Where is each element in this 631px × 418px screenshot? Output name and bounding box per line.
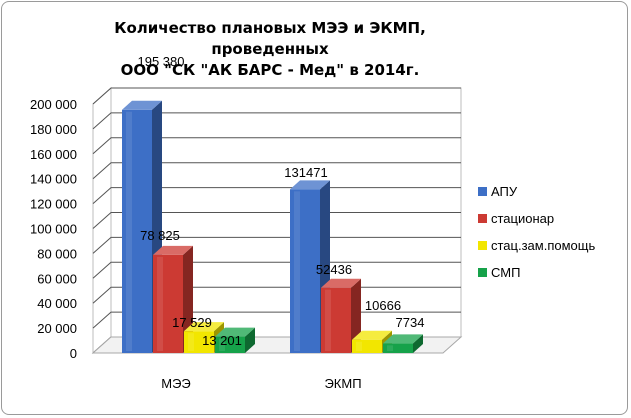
bar-highlight [157,256,163,351]
bar-top [383,334,423,344]
legend-label: АПУ [491,184,518,199]
legend-swatch [478,214,487,223]
bar-top [321,278,361,288]
data-label: 195 380 [138,54,185,69]
legend-swatch [478,241,487,250]
bar-top [290,180,330,190]
bar-side [245,327,255,353]
data-label: 78 825 [140,228,180,243]
bar-highlight [219,338,225,351]
legend-label: стационар [491,211,554,226]
gridline [92,187,461,204]
gridline [92,162,461,180]
bar-highlight [325,289,331,351]
y-tick-label: 20 000 [37,321,77,336]
y-tick-label: 140 000 [30,172,77,187]
data-label: 17 529 [172,315,212,330]
bar-highlight [356,341,362,351]
gridline [92,261,461,279]
bar-side [413,334,423,353]
y-tick-label: 0 [70,346,77,361]
legend-swatch [478,187,487,196]
x-category-label: МЭЭ [161,376,191,391]
gridline [92,137,461,155]
bar-highlight [387,345,393,351]
bar-highlight [126,111,132,352]
chart-title-line-2: ООО "СК "АК БАРС - Мед" в 2014г. [120,61,420,79]
gridline [92,212,461,229]
gridline [92,236,461,254]
y-tick-label: 100 000 [30,222,77,237]
bar [383,343,413,353]
gridline [92,112,461,130]
y-tick-label: 120 000 [30,197,77,212]
y-tick-label: 160 000 [30,147,77,162]
bar-highlight [188,333,194,351]
bar-top [352,330,392,340]
y-tick-label: 80 000 [37,246,77,261]
chart-title: Количество плановых МЭЭ и ЭКМП, проведен… [60,18,480,81]
y-tick-label: 60 000 [37,271,77,286]
gridline [92,87,461,105]
x-category-label: ЭКМП [324,376,361,391]
y-tick-label: 40 000 [37,296,77,311]
data-label: 52436 [316,262,352,277]
data-label: 131471 [284,165,327,180]
bar-top [215,327,255,337]
bar-top [184,322,224,332]
bar-top [153,245,193,255]
legend-label: СМП [491,265,520,280]
bar-top [122,100,162,110]
data-label: 13 201 [202,333,242,348]
legend-swatch [478,268,487,277]
data-label: 7734 [396,315,425,330]
chart-title-line-1: Количество плановых МЭЭ и ЭКМП, проведен… [114,19,426,58]
legend-label: стац.зам.помощь [491,238,595,253]
y-tick-label: 180 000 [30,122,77,137]
y-tick-label: 200 000 [30,97,77,112]
bar-highlight [294,191,300,351]
data-label: 10666 [365,298,401,313]
